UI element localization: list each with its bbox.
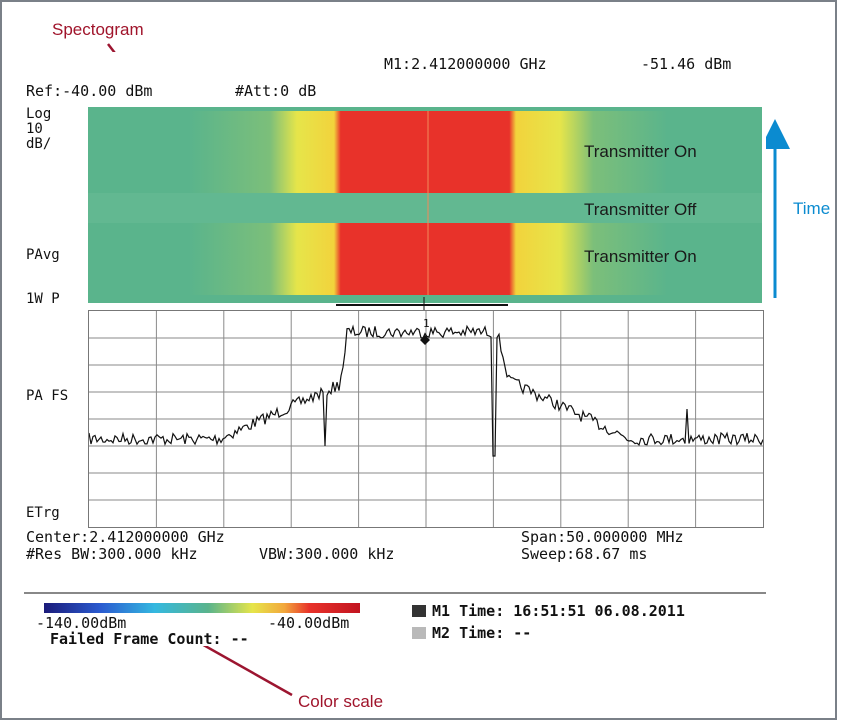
attenuation: #Att:0 dB — [235, 82, 317, 100]
analyzer-screen: M1:2.412000000 GHz -51.46 dBm Ref:-40.00… — [24, 52, 766, 584]
tx-off-label: Transmitter Off — [584, 200, 697, 219]
m2-time: M2 Time: -- — [432, 624, 532, 642]
reference-level: Ref:-40.00 dBm — [26, 82, 153, 100]
scale-value-label: 10 — [26, 121, 43, 137]
w1p-label: 1W P — [26, 291, 60, 307]
color-scale-callout: Color scale — [298, 692, 384, 711]
marker-level: -51.46 dBm — [641, 55, 732, 73]
center-frequency: Center:2.412000000 GHz — [26, 528, 225, 546]
color-scale-bar — [44, 603, 360, 613]
time-callout: Time — [793, 199, 831, 218]
spectrogram — [88, 107, 762, 303]
m1-marker-icon — [412, 605, 426, 617]
etrg-label: ETrg — [26, 505, 60, 521]
scale-type-label: Log — [26, 106, 52, 122]
tx-on-label-1: Transmitter On — [584, 142, 697, 161]
video-bandwidth: VBW:300.000 kHz — [259, 545, 395, 563]
pafs-label: PA FS — [26, 388, 69, 404]
m1-time: M1 Time: 16:51:51 06.08.2011 — [432, 602, 685, 620]
tx-on-band-2 — [88, 223, 762, 295]
pavg-label: PAvg — [26, 247, 60, 263]
tx-off-band — [88, 193, 762, 223]
color-scale-min: -140.00dBm — [36, 614, 127, 632]
spectrogram-callout: Spectogram — [52, 20, 144, 39]
color-scale-max: -40.00dBm — [268, 614, 350, 632]
color-scale-panel: -140.00dBm -40.00dBm Failed Frame Count:… — [24, 592, 766, 648]
tx-on-band-1 — [88, 111, 762, 193]
marker-readout: M1:2.412000000 GHz — [384, 55, 547, 73]
spectrum-trace-plot: 1 — [88, 310, 764, 528]
failed-frame-count: Failed Frame Count: -- — [50, 630, 249, 648]
span: Span:50.000000 MHz — [521, 528, 684, 546]
spectrum-trace — [89, 324, 763, 457]
m2-marker-icon — [412, 627, 426, 639]
scale-unit-label: dB/ — [26, 136, 52, 152]
marker-diamond — [420, 335, 430, 345]
tx-on-label-2: Transmitter On — [584, 247, 697, 266]
marker-number: 1 — [423, 317, 430, 330]
marker-bracket — [336, 297, 508, 310]
sweep-time: Sweep:68.67 ms — [521, 545, 648, 563]
resolution-bandwidth: #Res BW:300.000 kHz — [26, 545, 198, 563]
